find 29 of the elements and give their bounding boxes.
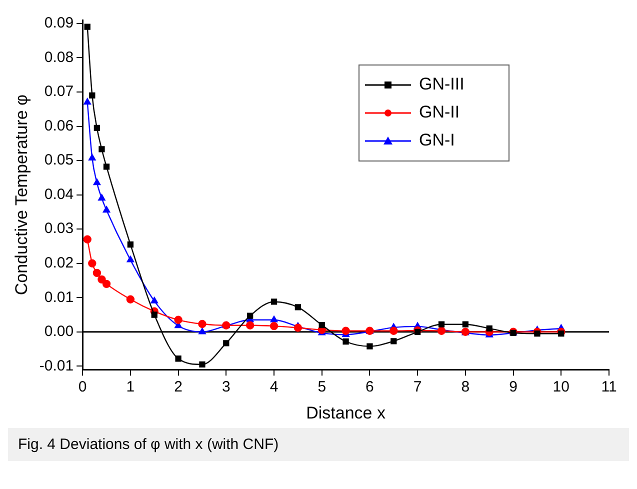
y-tick-label: 0.05 (44, 152, 74, 169)
y-tick-label: 0.02 (44, 254, 74, 272)
x-tick-label: 1 (126, 378, 135, 396)
x-tick-label: 10 (552, 378, 570, 396)
x-tick-label: 0 (78, 378, 87, 396)
legend-label: GN-III (419, 74, 464, 94)
x-tick-label: 8 (461, 378, 470, 396)
y-tick-label: 0.00 (44, 323, 74, 340)
y-tick-label: 0.03 (44, 220, 74, 238)
legend-label: GN-I (419, 130, 455, 150)
y-tick-label: 0.07 (44, 83, 74, 100)
caption: Fig. 4 Deviations of φ with x (with CNF) (8, 428, 629, 461)
x-tick-label: 6 (366, 378, 374, 396)
y-tick-label: 0.01 (44, 288, 74, 306)
x-tick-label: 11 (601, 378, 617, 396)
x-tick-label: 2 (174, 378, 182, 396)
y-tick-label: 0.08 (44, 48, 74, 66)
y-tick-label: 0.04 (44, 186, 74, 203)
x-tick-label: 7 (413, 378, 422, 396)
y-axis-title: Conductive Temperature φ (12, 94, 31, 296)
legend-label: GN-II (419, 102, 460, 122)
x-tick-label: 4 (270, 378, 278, 396)
x-tick-label: 3 (222, 378, 230, 396)
y-tick-label: 0.06 (44, 117, 74, 134)
x-tick-label: 5 (318, 378, 326, 396)
x-axis-title: Distance x (306, 403, 386, 422)
x-tick-label: 9 (509, 378, 518, 396)
y-tick-label: -0.01 (39, 357, 74, 374)
y-tick-label: 0.09 (44, 14, 74, 32)
